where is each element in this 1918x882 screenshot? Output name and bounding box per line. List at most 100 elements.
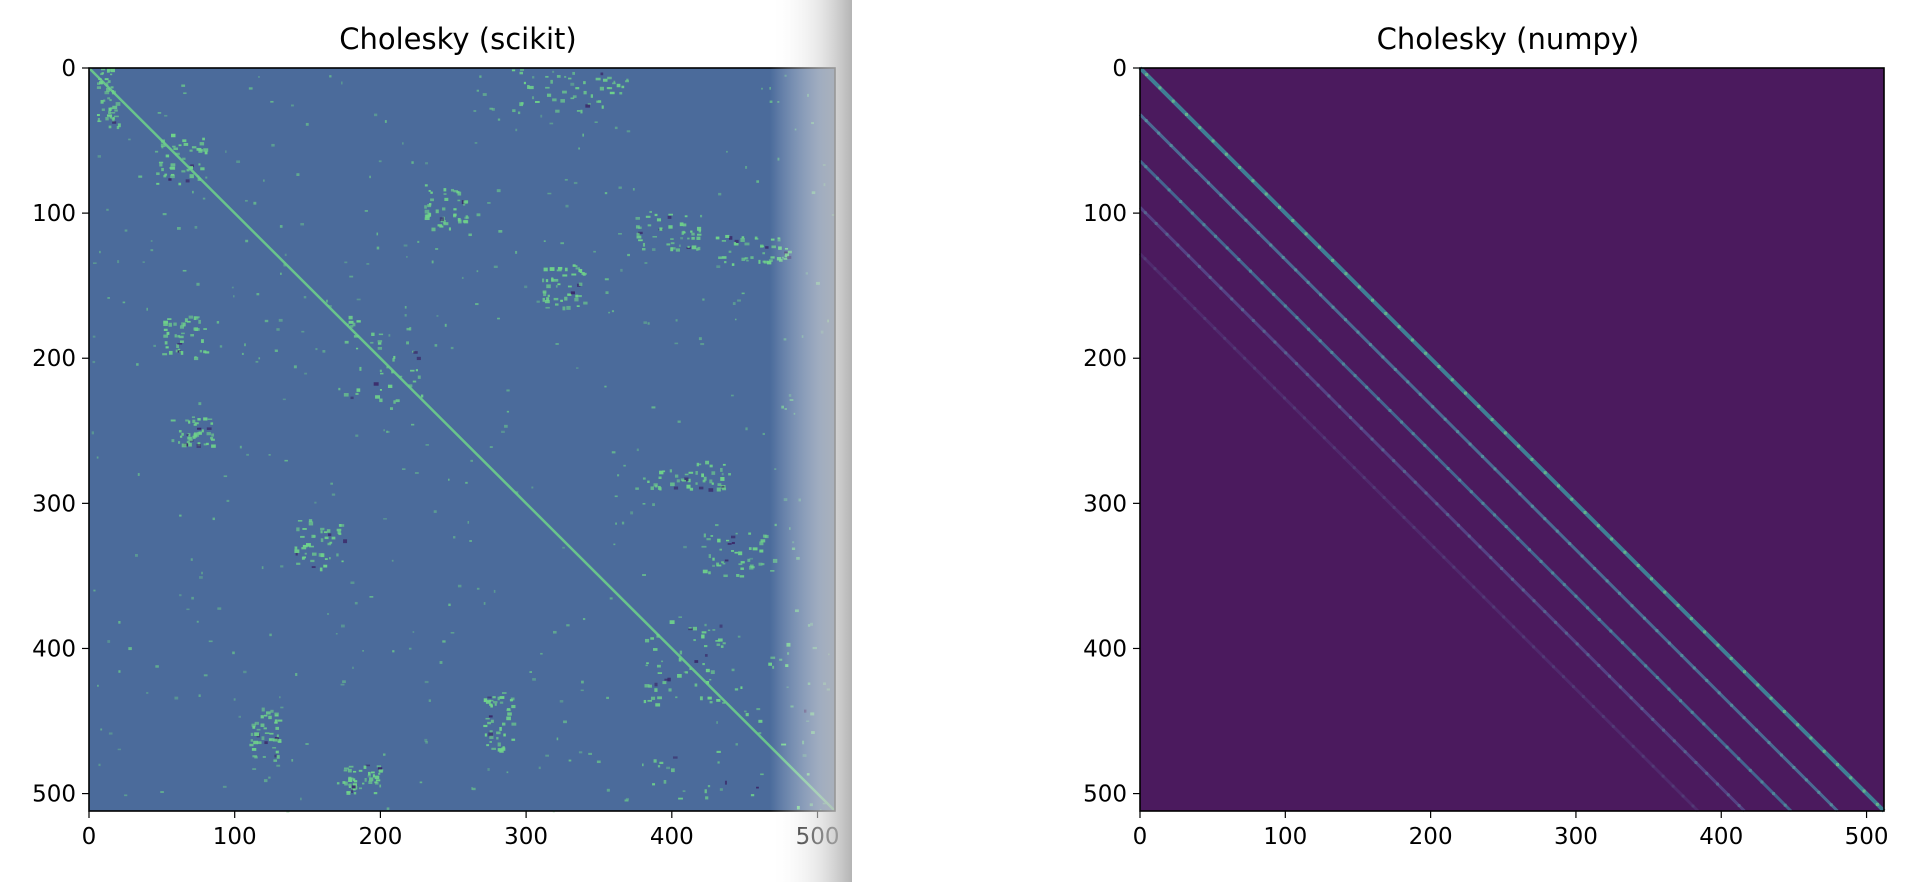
nonzero-cell xyxy=(483,724,488,728)
nonzero-cell xyxy=(276,328,280,331)
nonzero-cell xyxy=(190,164,194,168)
nonzero-cell xyxy=(486,699,492,703)
nonzero-cell xyxy=(170,173,175,176)
nonzero-cell xyxy=(100,728,103,731)
nonzero-cell xyxy=(749,557,754,560)
nonzero-cell xyxy=(301,547,307,550)
band-cell xyxy=(1292,406,1296,410)
nonzero-cell xyxy=(350,396,354,400)
band-cell xyxy=(1327,394,1331,398)
nonzero-cell xyxy=(255,360,259,363)
nonzero-cell xyxy=(673,486,679,490)
nonzero-cell xyxy=(575,87,580,90)
nonzero-cell xyxy=(608,311,611,314)
nonzero-cell xyxy=(524,285,528,289)
nonzero-cell xyxy=(731,263,735,266)
band-cell xyxy=(1875,802,1879,806)
nonzero-cell xyxy=(443,193,447,195)
nonzero-cell xyxy=(156,182,160,185)
nonzero-cell xyxy=(354,786,358,790)
nonzero-cell xyxy=(654,682,658,687)
band-cell xyxy=(1748,768,1752,772)
nonzero-cell xyxy=(154,150,159,153)
nonzero-cell xyxy=(727,543,732,545)
x-tick-label: 0 xyxy=(1133,824,1148,850)
nonzero-cell xyxy=(204,351,210,354)
nonzero-cell xyxy=(473,110,477,112)
band-cell xyxy=(1283,304,1287,308)
nonzero-cell xyxy=(194,422,199,425)
nonzero-cell xyxy=(254,721,259,725)
band-cell xyxy=(1829,803,1833,807)
nonzero-cell xyxy=(271,143,275,147)
nonzero-cell xyxy=(344,781,348,786)
nonzero-cell xyxy=(657,672,663,674)
nonzero-cell xyxy=(368,780,373,784)
nonzero-cell xyxy=(188,439,193,442)
nonzero-cell xyxy=(450,632,455,634)
nonzero-cell xyxy=(536,300,540,303)
nonzero-cell xyxy=(529,671,533,673)
nonzero-cell xyxy=(652,248,656,251)
band-cell xyxy=(1822,749,1826,753)
nonzero-cell xyxy=(682,790,686,793)
nonzero-cell xyxy=(575,267,580,270)
nonzero-cell xyxy=(122,301,126,304)
nonzero-cell xyxy=(602,78,608,82)
nonzero-cell xyxy=(734,243,739,246)
nonzero-cell xyxy=(453,536,456,539)
nonzero-cell xyxy=(181,170,186,173)
nonzero-cell xyxy=(556,269,562,272)
nonzero-cell xyxy=(322,350,326,353)
band-cell xyxy=(1352,466,1356,470)
band-cell xyxy=(1672,739,1676,743)
nonzero-cell xyxy=(502,746,505,750)
x-tick-label: 500 xyxy=(1845,824,1889,850)
nonzero-cell xyxy=(171,439,175,443)
nonzero-cell xyxy=(98,78,102,80)
nonzero-cell xyxy=(487,696,492,699)
band-cell xyxy=(1493,467,1497,471)
nonzero-cell xyxy=(746,259,749,262)
nonzero-cell xyxy=(486,744,490,747)
nonzero-cell xyxy=(762,252,766,255)
nonzero-cell xyxy=(348,320,354,324)
band-cell xyxy=(1481,501,1485,505)
nonzero-cell xyxy=(203,443,207,446)
nonzero-cell xyxy=(687,237,690,240)
nonzero-cell xyxy=(200,167,205,171)
nonzero-cell xyxy=(170,419,176,422)
nonzero-cell xyxy=(319,567,323,572)
nonzero-cell xyxy=(599,86,604,91)
band-cell xyxy=(1650,577,1653,581)
nonzero-cell xyxy=(720,645,724,648)
nonzero-cell xyxy=(519,71,523,75)
nonzero-cell xyxy=(254,732,260,737)
nonzero-cell xyxy=(527,85,530,89)
nonzero-cell xyxy=(559,700,564,703)
nonzero-cell xyxy=(678,657,682,662)
nonzero-cell xyxy=(642,242,646,247)
band-cell xyxy=(1464,391,1467,395)
nonzero-cell xyxy=(160,791,164,793)
nonzero-cell xyxy=(117,748,121,751)
nonzero-cell xyxy=(745,712,749,717)
nonzero-cell xyxy=(511,722,517,726)
band-cell xyxy=(1596,524,1600,528)
nonzero-cell xyxy=(703,476,707,481)
nonzero-cell xyxy=(386,430,389,433)
band-cell xyxy=(1580,554,1584,558)
nonzero-cell xyxy=(487,768,490,771)
nonzero-cell xyxy=(203,417,208,421)
nonzero-cell xyxy=(570,97,575,100)
nonzero-cell xyxy=(110,68,115,73)
nonzero-cell xyxy=(96,114,100,117)
nonzero-cell xyxy=(260,715,264,719)
nonzero-cell xyxy=(604,278,609,281)
nonzero-cell xyxy=(716,643,721,646)
nonzero-cell xyxy=(403,244,408,247)
nonzero-cell xyxy=(371,771,375,774)
nonzero-cell xyxy=(383,518,387,520)
nonzero-cell xyxy=(698,337,702,341)
nonzero-cell xyxy=(618,233,622,235)
